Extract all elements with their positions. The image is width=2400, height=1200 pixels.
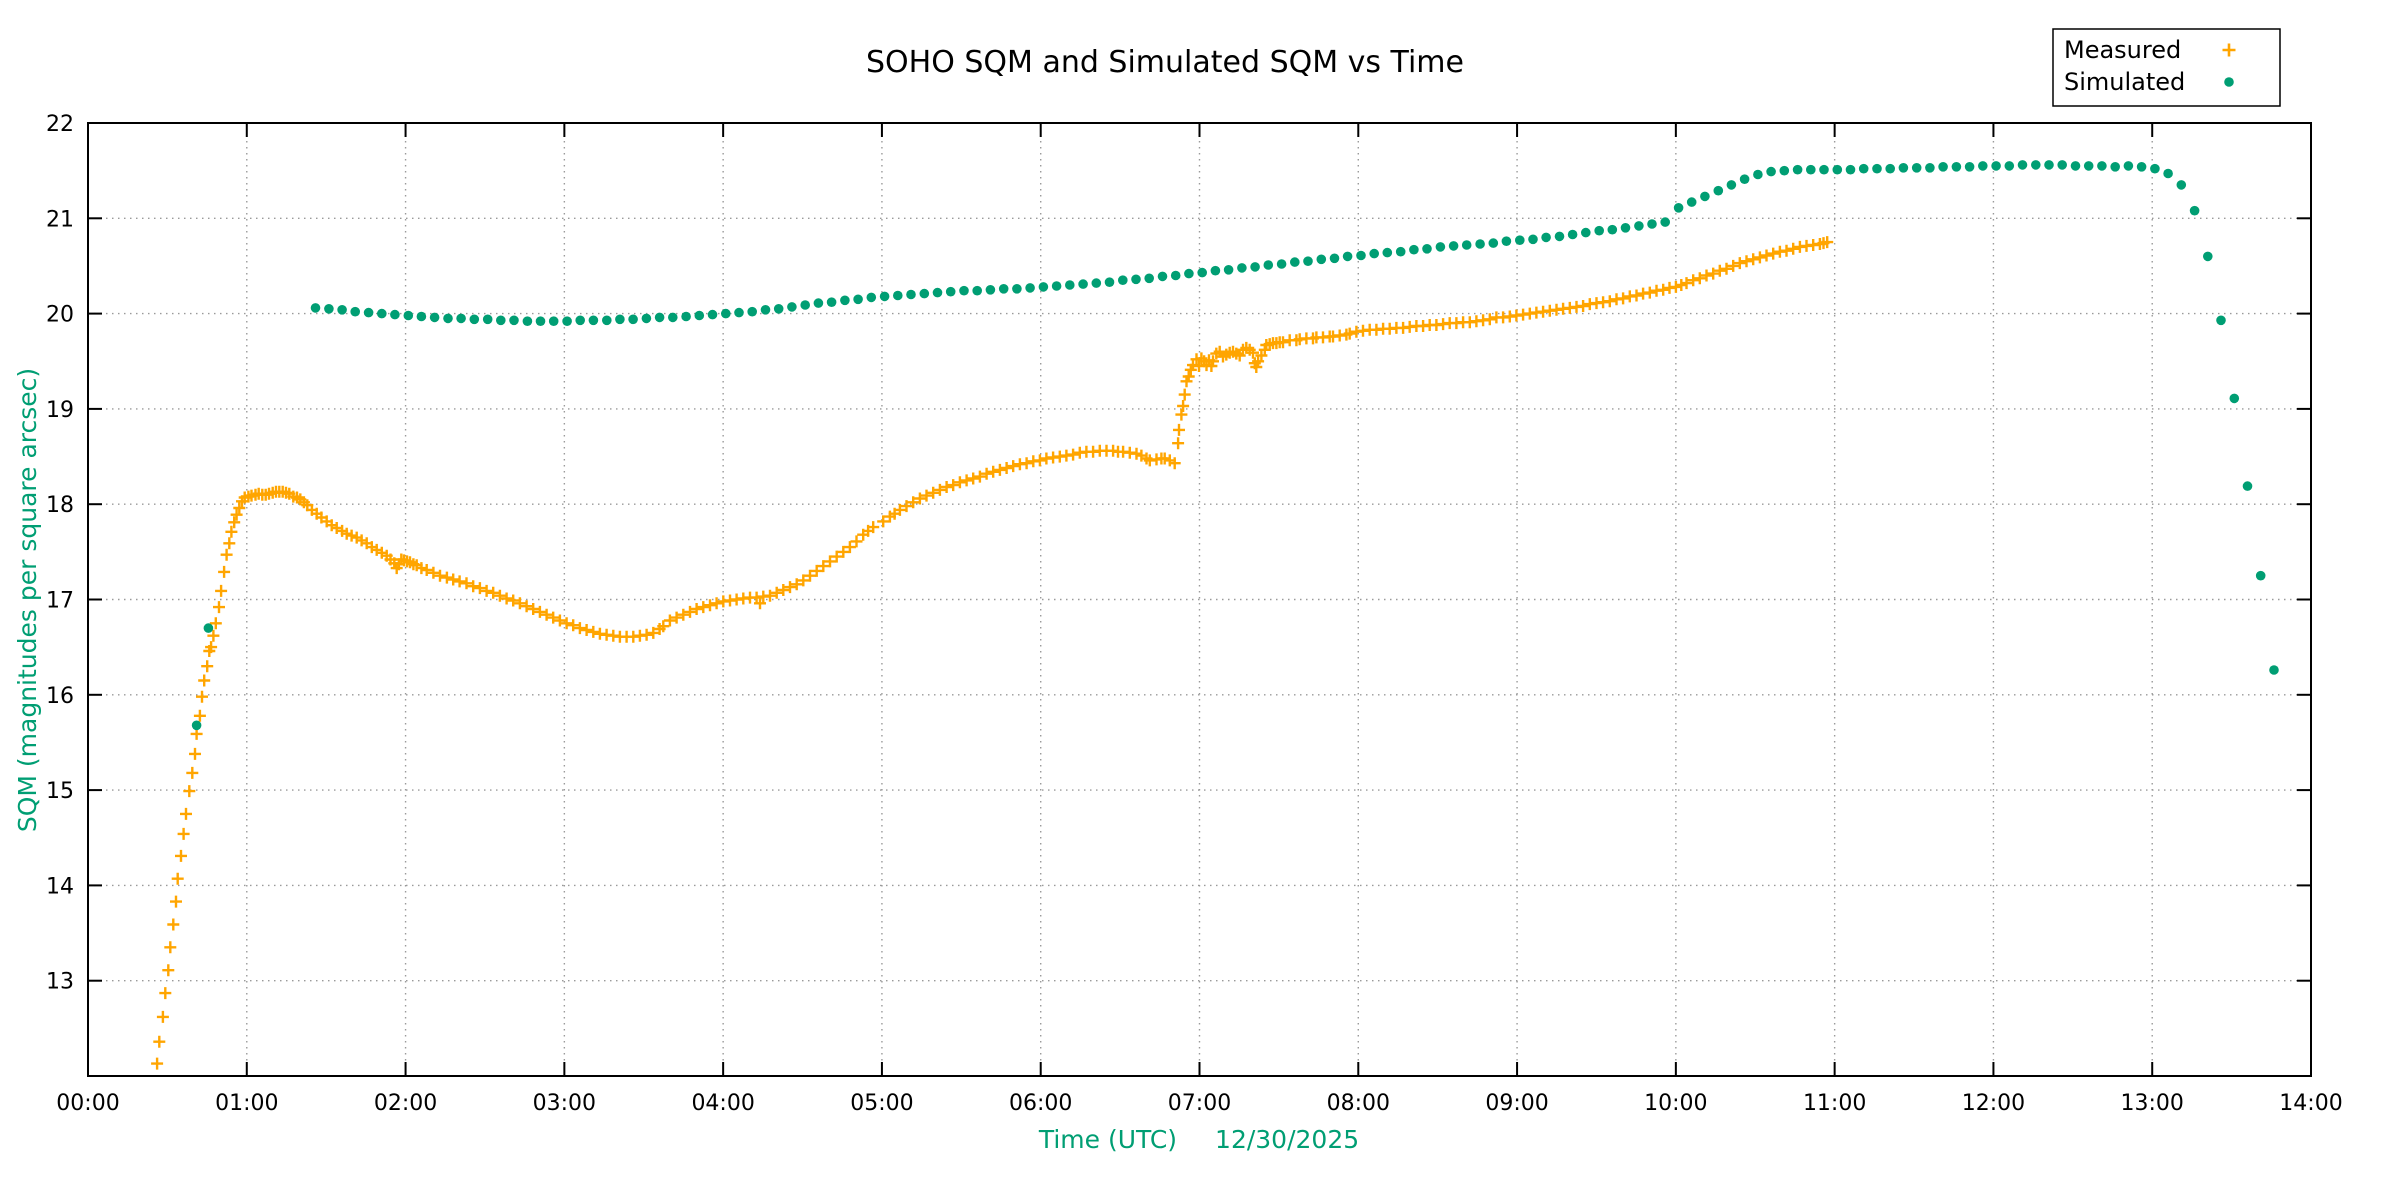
simulated-dot-icon: [2224, 77, 2234, 87]
legend: Measured Simulated: [2052, 28, 2281, 107]
simulated-series: [191, 160, 2279, 731]
data-series: [151, 160, 2279, 1070]
x-tick-label: 08:00: [1327, 1091, 1390, 1116]
x-tick-label: 11:00: [1803, 1091, 1866, 1116]
x-tick-label: 06:00: [1009, 1091, 1072, 1116]
x-tick-label: 14:00: [2279, 1091, 2342, 1116]
legend-label-simulated: Simulated: [2064, 68, 2185, 96]
x-tick-label: 01:00: [215, 1091, 278, 1116]
y-tick-label: 18: [46, 493, 74, 518]
y-tick-label: 13: [46, 970, 74, 995]
x-tick-label: 10:00: [1644, 1091, 1707, 1116]
y-tick-label: 22: [46, 112, 74, 137]
y-tick-label: 21: [46, 207, 74, 232]
y-tick-label: 15: [46, 779, 74, 804]
x-tick-label: 04:00: [691, 1091, 754, 1116]
x-tick-label: 09:00: [1485, 1091, 1548, 1116]
legend-box: [2052, 28, 2281, 107]
grid-lines: [88, 123, 2311, 1076]
y-tick-label: 16: [46, 684, 74, 709]
y-tick-label: 19: [46, 398, 74, 423]
x-tick-label: 07:00: [1168, 1091, 1231, 1116]
measured-plus-icon: [2222, 43, 2236, 57]
x-tick-label: 05:00: [850, 1091, 913, 1116]
y-tick-label: 14: [46, 874, 74, 899]
x-tick-label: 03:00: [533, 1091, 596, 1116]
x-tick-label: 13:00: [2121, 1091, 2184, 1116]
y-tick-label: 20: [46, 303, 74, 328]
y-axis-label: SQM (magnitudes per square arcsec): [13, 368, 42, 832]
x-tick-label: 00:00: [56, 1091, 119, 1116]
y-tick-label: 17: [46, 589, 74, 614]
x-axis-label: Time (UTC) 12/30/2025: [1038, 1125, 1359, 1154]
chart-title: SOHO SQM and Simulated SQM vs Time: [866, 45, 1464, 80]
legend-label-measured: Measured: [2064, 36, 2181, 64]
x-tick-label: 12:00: [1962, 1091, 2025, 1116]
axes: 00:00 01:00 02:00 03:00 04:00 05:00 06:00 07:00…: [46, 112, 2343, 1116]
measured-series: [151, 236, 1834, 1070]
x-tick-label: 02:00: [374, 1091, 437, 1116]
